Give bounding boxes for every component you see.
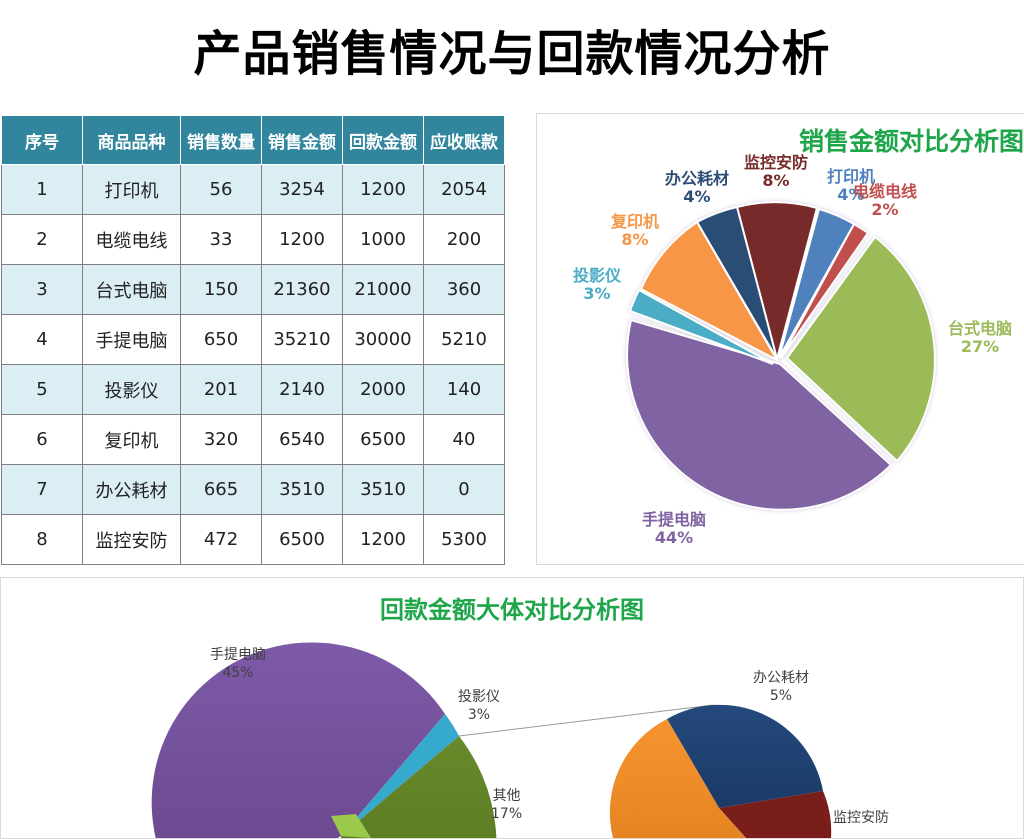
cell: 140	[423, 364, 505, 415]
cell: 6	[1, 414, 83, 465]
slice-laptop	[151, 642, 445, 838]
table-row: 6 复印机 320 6540 6500 40	[1, 414, 505, 465]
header-receivable: 应收账款	[423, 115, 505, 165]
cell: 3	[1, 264, 83, 315]
chart-title: 回款金额大体对比分析图	[380, 596, 644, 624]
connector-line	[458, 704, 714, 737]
table-row: 3 台式电脑 150 21360 21000 360	[1, 264, 505, 315]
cell: 1200	[342, 164, 424, 215]
label-other: 其他 17%	[491, 788, 523, 822]
table-row: 7 办公耗材 665 3510 3510 0	[1, 464, 505, 515]
cell: 3510	[261, 464, 343, 515]
cell: 复印机	[82, 414, 181, 465]
cell: 6500	[342, 414, 424, 465]
label-supplies: 办公耗材 5%	[753, 670, 809, 704]
cell: 2140	[261, 364, 343, 415]
cell: 35210	[261, 314, 343, 365]
table-row: 4 手提电脑 650 35210 30000 5210	[1, 314, 505, 365]
cell: 3510	[342, 464, 424, 515]
sales-table: 序号 商品品种 销售数量 销售金额 回款金额 应收账款 1 打印机 56 325…	[1, 115, 505, 565]
cell: 2054	[423, 164, 505, 215]
pie-graphic	[626, 201, 936, 511]
cell: 监控安防	[82, 514, 181, 565]
slice-other	[341, 736, 497, 838]
label-copier: 复印机 8%	[611, 212, 660, 249]
cell: 办公耗材	[82, 464, 181, 515]
cell: 电缆电线	[82, 214, 181, 265]
slice-projector	[341, 714, 459, 836]
slice-supplies	[667, 704, 823, 808]
label-desktop: 台式电脑 27%	[948, 319, 1013, 356]
cell: 5300	[423, 514, 505, 565]
payment-pie-of-pie-chart[interactable]: 回款金额大体对比分析图 手提电脑 45% 投影仪 3% 其他 17% 办公耗材 5% 监…	[0, 577, 1024, 839]
label-supplies: 办公耗材 4%	[665, 169, 730, 206]
slice-desktop	[785, 235, 936, 463]
header-quantity: 销售数量	[180, 115, 262, 165]
slice-printer	[778, 207, 856, 359]
slice-copier	[639, 220, 780, 363]
cell: 150	[180, 264, 262, 315]
cell: 手提电脑	[82, 314, 181, 365]
label-security: 监控安防	[833, 810, 889, 826]
label-laptop: 手提电脑 45%	[210, 647, 266, 681]
cell: 21000	[342, 264, 424, 315]
cell: 投影仪	[82, 364, 181, 415]
label-printer: 打印机 4%	[827, 167, 876, 204]
header-product: 商品品种	[82, 115, 181, 165]
label-projector: 投影仪 3%	[573, 266, 622, 303]
cell: 200	[423, 214, 505, 265]
cell: 33	[180, 214, 262, 265]
cell: 5210	[423, 314, 505, 365]
cell: 650	[180, 314, 262, 365]
page-title: 产品销售情况与回款情况分析	[193, 26, 831, 82]
cell: 6500	[261, 514, 343, 565]
pie-graphic	[151, 642, 832, 838]
slice-projector	[628, 288, 774, 365]
cell: 320	[180, 414, 262, 465]
cell: 台式电脑	[82, 264, 181, 315]
cell: 4	[1, 314, 83, 365]
cell: 3254	[261, 164, 343, 215]
cell: 1200	[342, 514, 424, 565]
cell: 56	[180, 164, 262, 215]
cell: 360	[423, 264, 505, 315]
cell: 2	[1, 214, 83, 265]
cell: 30000	[342, 314, 424, 365]
table-row: 1 打印机 56 3254 1200 2054	[1, 164, 505, 215]
table-row: 5 投影仪 201 2140 2000 140	[1, 364, 505, 415]
slice-laptop	[626, 318, 893, 511]
table-header-row: 序号 商品品种 销售数量 销售金额 回款金额 应收账款	[1, 115, 505, 165]
cell: 1200	[261, 214, 343, 265]
cell: 5	[1, 364, 83, 415]
cell: 7	[1, 464, 83, 515]
label-projector: 投影仪 3%	[458, 689, 500, 723]
cell: 8	[1, 514, 83, 565]
cell: 0	[423, 464, 505, 515]
table-row: 2 电缆电线 33 1200 1000 200	[1, 214, 505, 265]
cell: 2000	[342, 364, 424, 415]
label-cable: 电缆电线 2%	[853, 182, 918, 219]
header-payment-amount: 回款金额	[342, 115, 424, 165]
sales-pie-chart[interactable]: 销售金额对比分析图 监控安防 8% 办公耗材 4% 打印	[536, 113, 1024, 565]
cell: 665	[180, 464, 262, 515]
cell: 40	[423, 414, 505, 465]
chart-title: 销售金额对比分析图	[799, 127, 1024, 156]
cell: 472	[180, 514, 262, 565]
table-row: 8 监控安防 472 6500 1200 5300	[1, 514, 505, 565]
cell: 201	[180, 364, 262, 415]
label-laptop: 手提电脑 44%	[642, 510, 707, 547]
cell: 6540	[261, 414, 343, 465]
slice-copier	[609, 719, 746, 838]
header-sales-amount: 销售金额	[261, 115, 343, 165]
cell: 打印机	[82, 164, 181, 215]
cell: 1	[1, 164, 83, 215]
label-security: 监控安防 8%	[744, 153, 809, 190]
header-index: 序号	[1, 115, 83, 165]
cell: 1000	[342, 214, 424, 265]
cell: 21360	[261, 264, 343, 315]
